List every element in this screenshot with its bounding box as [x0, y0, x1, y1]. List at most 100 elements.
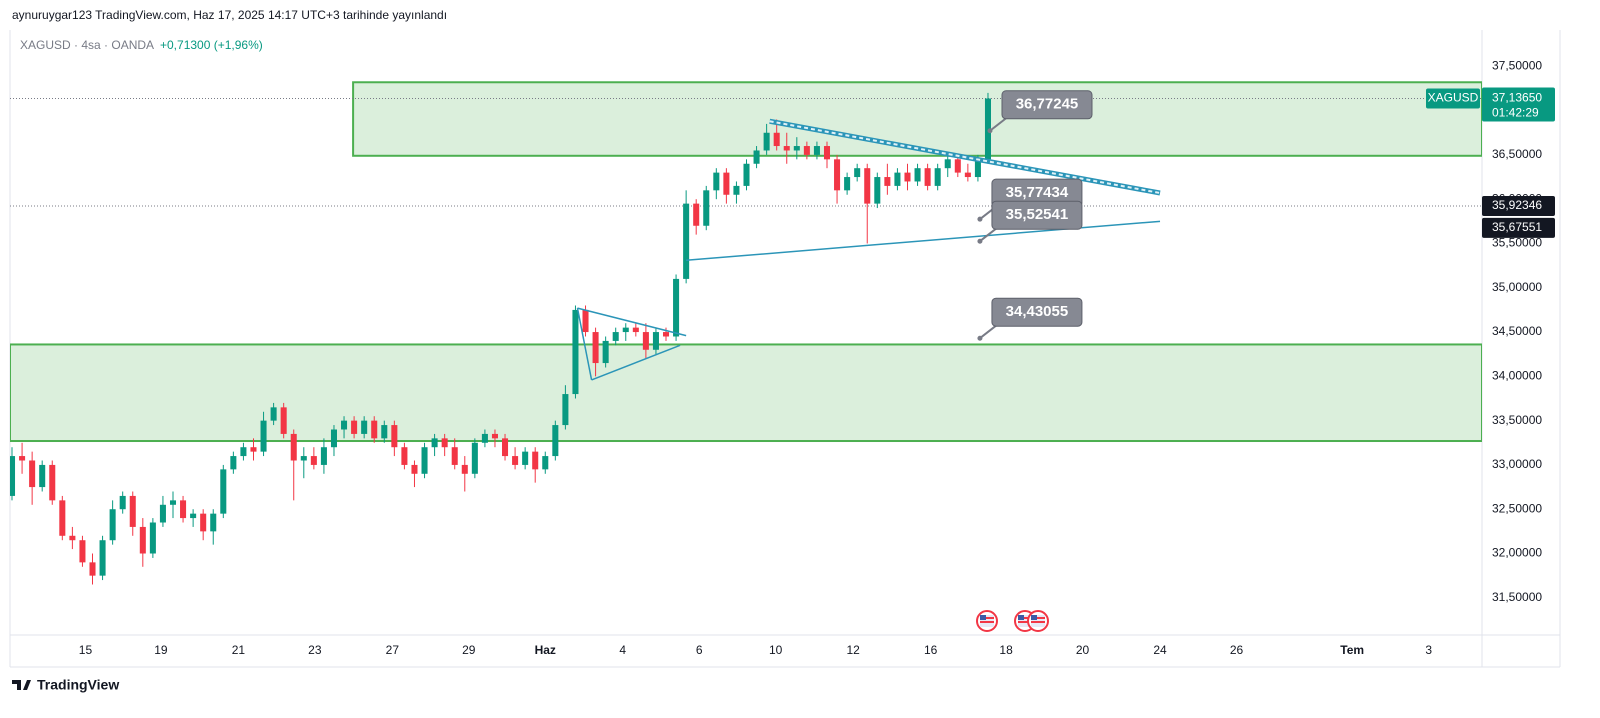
y-tick-label: 35,00000 — [1492, 280, 1542, 294]
candle-body — [330, 429, 337, 448]
candle-body — [230, 456, 237, 470]
x-tick-label: 26 — [1230, 643, 1244, 657]
price-tag — [1482, 87, 1555, 122]
price-change: +0,71300 (+1,96%) — [160, 38, 263, 52]
candle-body — [29, 460, 36, 488]
candle-body — [79, 540, 86, 563]
candle-body — [169, 500, 177, 505]
candle-body — [934, 168, 941, 186]
candle-body — [864, 168, 871, 204]
callout-box — [1001, 90, 1093, 120]
candle-body — [371, 420, 378, 439]
x-tick-label: 27 — [386, 643, 400, 657]
candle-body — [944, 159, 951, 169]
candle-body — [703, 190, 710, 226]
candle-body — [89, 562, 96, 576]
candle-body — [260, 420, 267, 452]
candle-body — [683, 203, 690, 279]
x-tick-label: 23 — [308, 643, 322, 657]
price-tag-label: 37,13650 — [1492, 91, 1542, 105]
candle-body — [441, 438, 448, 448]
candle-body — [813, 146, 820, 155]
candle-body — [693, 203, 700, 226]
candle-body — [662, 332, 670, 337]
candle-body — [783, 146, 790, 151]
candle-body — [200, 513, 207, 532]
candle-body — [391, 425, 398, 448]
y-tick-label: 34,00000 — [1492, 369, 1542, 383]
published-note: aynuruygar123 TradingView.com, Haz 17, 2… — [12, 8, 447, 22]
y-tick-label: 33,00000 — [1492, 457, 1542, 471]
candle-body — [723, 172, 730, 195]
candle-body — [320, 447, 327, 465]
x-tick-label: Tem — [1340, 643, 1364, 657]
candle-body — [39, 464, 46, 488]
y-tick-label: 34,50000 — [1492, 324, 1542, 338]
candle-body — [341, 420, 348, 430]
candle-body — [481, 433, 488, 443]
callout-label: 35,52541 — [1006, 206, 1069, 223]
candle-body — [491, 433, 498, 439]
x-tick-label: 29 — [462, 643, 476, 657]
candle-body — [461, 464, 468, 474]
x-tick-label: 19 — [154, 643, 168, 657]
x-tick-label: 3 — [1425, 643, 1432, 657]
candle-body — [582, 309, 589, 333]
symbol-tag-label: XAGUSD — [1428, 91, 1479, 105]
price-tag — [1482, 217, 1555, 238]
x-tick-label: 4 — [619, 643, 626, 657]
candle-body — [522, 451, 529, 465]
candle-body — [984, 98, 991, 160]
candle-body — [974, 159, 981, 178]
y-tick-label: 37,50000 — [1492, 58, 1542, 72]
candle-body — [119, 495, 126, 510]
candle-body — [290, 433, 297, 461]
candle-body — [562, 394, 569, 426]
callout-label: 36,77245 — [1016, 96, 1079, 113]
plot-area — [10, 81, 1482, 585]
candle-body — [914, 168, 921, 182]
candle-body — [351, 420, 358, 434]
candle-body — [69, 535, 76, 541]
callout-box — [991, 200, 1083, 230]
candle-body — [10, 456, 16, 496]
zone — [352, 81, 1482, 157]
trend-line — [591, 344, 681, 381]
candle-body — [109, 509, 116, 541]
candle-body — [401, 447, 408, 465]
candle-body — [451, 447, 458, 465]
candle-body — [844, 177, 851, 191]
candle-body — [642, 332, 649, 350]
x-tick-label: 6 — [696, 643, 703, 657]
candle-body — [924, 168, 931, 186]
candle-body — [954, 159, 961, 173]
brand-logo — [12, 680, 31, 690]
callout-point — [977, 216, 983, 222]
price-tag — [1482, 195, 1555, 216]
candle-body — [129, 495, 136, 527]
callout-point — [977, 238, 983, 244]
x-tick-label: 10 — [769, 643, 783, 657]
candle-body — [803, 146, 810, 155]
candle-body — [884, 177, 891, 186]
candle-body — [743, 163, 750, 186]
price-tag-label: 35,92346 — [1492, 198, 1542, 212]
x-tick-label: 12 — [846, 643, 860, 657]
x-tick-label: 20 — [1076, 643, 1090, 657]
y-tick-label: 35,50000 — [1492, 236, 1542, 250]
candle-body — [411, 464, 418, 474]
symbol-info: XAGUSD · 4sa · OANDA — [20, 38, 154, 52]
brand-name: TradingView — [37, 677, 119, 693]
candle-body — [874, 177, 881, 204]
candle-body — [190, 513, 197, 519]
candle-body — [622, 327, 629, 333]
candle-body — [210, 513, 217, 532]
candle-body — [471, 442, 478, 474]
candle-body — [49, 464, 56, 501]
candle-body — [572, 309, 579, 395]
candle-body — [602, 340, 609, 364]
candle-body — [753, 150, 760, 164]
candle-body — [180, 500, 187, 519]
candle-body — [270, 407, 277, 421]
